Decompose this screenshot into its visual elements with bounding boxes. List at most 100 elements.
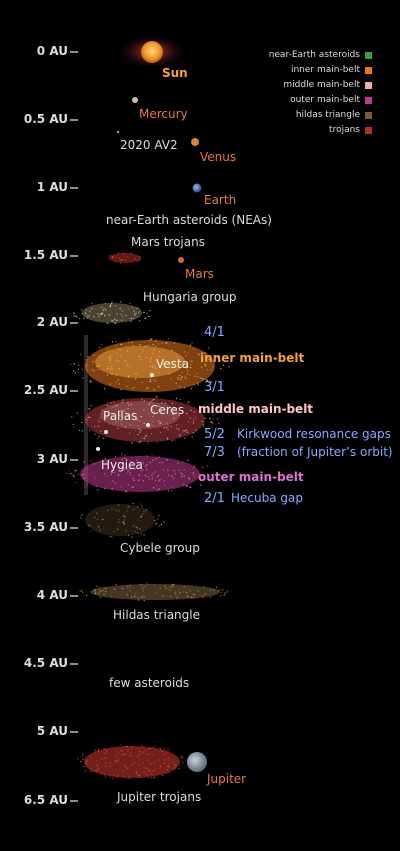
asteroid-speck bbox=[110, 368, 112, 370]
asteroid-speck bbox=[98, 768, 100, 771]
asteroid-speck bbox=[190, 363, 192, 366]
asteroid-speck bbox=[121, 401, 123, 404]
av2-label: 2020 AV2 bbox=[120, 138, 178, 152]
asteroid-speck bbox=[113, 401, 115, 404]
asteroid-speck bbox=[81, 591, 84, 593]
asteroid-speck bbox=[185, 485, 188, 487]
asteroid-speck bbox=[131, 536, 133, 538]
asteroid-speck bbox=[124, 455, 126, 457]
asteroid-speck bbox=[194, 417, 197, 419]
asteroid-speck bbox=[106, 368, 109, 370]
asteroid-speck bbox=[122, 775, 124, 777]
asteroid-speck bbox=[127, 767, 129, 769]
asteroid-speck bbox=[175, 593, 177, 595]
legend-swatch bbox=[365, 82, 372, 89]
asteroid-speck bbox=[145, 317, 147, 320]
asteroid-speck bbox=[117, 252, 119, 254]
asteroid-speck bbox=[127, 484, 129, 486]
asteroid-speck bbox=[129, 474, 132, 476]
asteroid-speck bbox=[178, 414, 180, 417]
asteroid-speck bbox=[127, 416, 130, 418]
asteroid-speck bbox=[127, 470, 130, 472]
asteroid-speck bbox=[90, 460, 93, 462]
asteroid-speck bbox=[200, 407, 202, 409]
asteroid-speck bbox=[158, 350, 161, 353]
asteroid-speck bbox=[177, 462, 179, 464]
asteroid-speck bbox=[197, 376, 200, 378]
asteroid-speck bbox=[153, 762, 155, 764]
asteroid-speck bbox=[141, 398, 143, 400]
asteroid-speck bbox=[87, 416, 90, 419]
asteroid-speck bbox=[96, 365, 98, 368]
asteroid-speck bbox=[151, 408, 153, 411]
asteroid-speck bbox=[222, 589, 224, 591]
asteroid-speck bbox=[99, 421, 101, 423]
asteroid-speck bbox=[97, 767, 99, 769]
asteroid-speck bbox=[145, 583, 148, 585]
asteroid-speck bbox=[171, 585, 173, 587]
asteroid-speck bbox=[188, 596, 190, 598]
asteroid-speck bbox=[166, 768, 169, 771]
asteroid-speck bbox=[105, 746, 107, 748]
asteroid-speck bbox=[103, 420, 106, 422]
asteroid-speck bbox=[122, 770, 125, 772]
asteroid-speck bbox=[138, 320, 141, 322]
asteroid-speck bbox=[147, 387, 149, 389]
asteroid-speck bbox=[85, 486, 87, 488]
asteroid-speck bbox=[111, 319, 113, 322]
asteroid-speck bbox=[137, 260, 140, 262]
asteroid-speck bbox=[151, 478, 153, 480]
asteroid-speck bbox=[89, 311, 91, 313]
asteroid-speck bbox=[105, 309, 107, 311]
asteroid-speck bbox=[153, 769, 156, 771]
asteroid-speck bbox=[147, 753, 150, 756]
asteroid-speck bbox=[133, 762, 136, 764]
asteroid-speck bbox=[145, 465, 147, 467]
asteroid-speck bbox=[155, 380, 157, 382]
asteroid-speck bbox=[94, 433, 97, 435]
asteroid-speck bbox=[125, 766, 127, 768]
asteroid-speck bbox=[118, 504, 120, 506]
asteroid-speck bbox=[159, 431, 162, 434]
asteroid-speck bbox=[226, 590, 228, 592]
jupiter-disc bbox=[187, 752, 207, 772]
hecuba-label: Hecuba gap bbox=[231, 491, 303, 505]
legend-item-outer: outer main-belt bbox=[269, 93, 372, 108]
asteroid-speck bbox=[180, 472, 182, 474]
asteroid-speck bbox=[98, 346, 101, 349]
asteroid-speck bbox=[122, 399, 124, 401]
asteroid-speck bbox=[134, 595, 136, 598]
asteroid-speck bbox=[154, 471, 156, 473]
asteroid-speck bbox=[89, 770, 91, 773]
asteroid-speck bbox=[158, 480, 160, 482]
legend-label: near-Earth asteroids bbox=[268, 50, 360, 60]
asteroid-speck bbox=[192, 419, 195, 421]
asteroid-speck bbox=[123, 519, 126, 521]
asteroid-speck bbox=[137, 419, 139, 421]
asteroid-speck bbox=[137, 479, 139, 481]
asteroid-speck bbox=[134, 593, 137, 595]
asteroid-speck bbox=[139, 440, 141, 443]
asteroid-speck bbox=[144, 345, 146, 348]
asteroid-speck bbox=[94, 590, 96, 593]
asteroid-speck bbox=[171, 439, 173, 442]
asteroid-speck bbox=[82, 473, 85, 475]
asteroid-speck bbox=[158, 759, 160, 761]
asteroid-speck bbox=[115, 322, 117, 324]
asteroid-speck bbox=[110, 401, 112, 404]
asteroid-speck bbox=[201, 378, 204, 380]
asteroid-speck bbox=[152, 398, 154, 400]
asteroid-speck bbox=[136, 419, 138, 421]
asteroid-speck bbox=[97, 748, 100, 750]
asteroid-speck bbox=[181, 473, 183, 475]
av2-dot bbox=[117, 131, 119, 133]
resonance-5-2: 5/2 bbox=[204, 427, 225, 442]
asteroid-speck bbox=[141, 584, 143, 586]
asteroid-speck bbox=[97, 420, 100, 422]
legend-item-middle: middle main-belt bbox=[269, 78, 372, 93]
asteroid-speck bbox=[101, 758, 103, 760]
asteroid-speck bbox=[200, 360, 203, 363]
asteroid-speck bbox=[143, 399, 145, 402]
middle-belt-cloud bbox=[85, 398, 205, 442]
asteroid-speck bbox=[109, 765, 111, 768]
